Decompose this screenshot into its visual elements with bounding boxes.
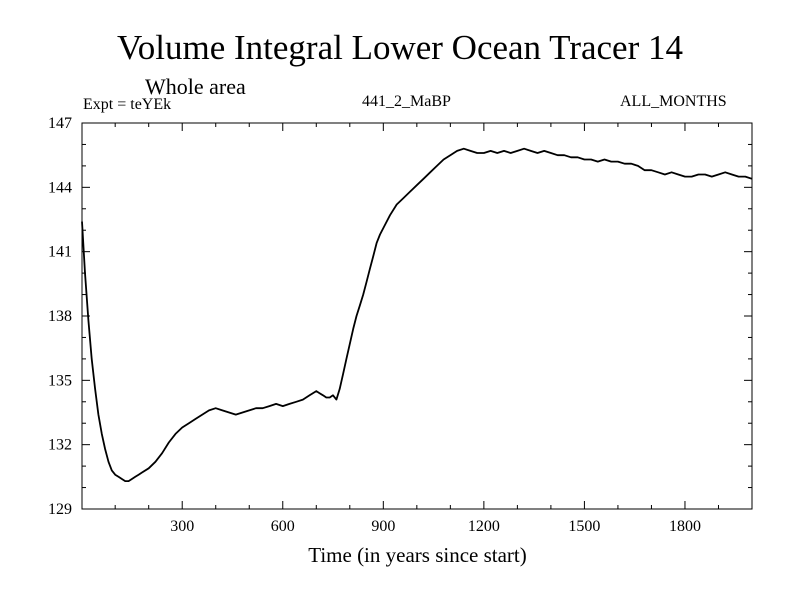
chart-title: Volume Integral Lower Ocean Tracer 14 [117, 28, 683, 67]
series-line [81, 147, 753, 483]
series-layer [81, 147, 753, 483]
tick-labels-layer: 300 600 900 1200 1500 1800 129 132 135 138 141 144 1… [48, 115, 701, 535]
y-tick-label: 141 [48, 244, 72, 261]
x-tick-label: 300 [170, 518, 194, 535]
months-label: ALL_MONTHS [620, 93, 727, 110]
x-tick-label: 1800 [669, 518, 701, 535]
experiment-label: Expt = teYEk [83, 96, 172, 113]
y-tick-label: 147 [48, 115, 72, 132]
chart-subtitle: Whole area [145, 74, 246, 99]
y-tick-label: 138 [48, 308, 72, 325]
y-tick-label: 132 [48, 437, 72, 454]
x-axis-label: Time (in years since start) [308, 543, 527, 567]
x-tick-label: 1500 [568, 518, 600, 535]
y-tick-label: 135 [48, 372, 72, 389]
plot-frame [81, 122, 753, 510]
ticks-layer [82, 122, 752, 510]
y-tick-label: 144 [48, 179, 72, 196]
x-tick-label: 900 [371, 518, 395, 535]
y-tick-label: 129 [48, 501, 72, 518]
x-tick-label: 600 [271, 518, 295, 535]
x-tick-label: 1200 [468, 518, 500, 535]
run-label: 441_2_MaBP [362, 93, 451, 110]
